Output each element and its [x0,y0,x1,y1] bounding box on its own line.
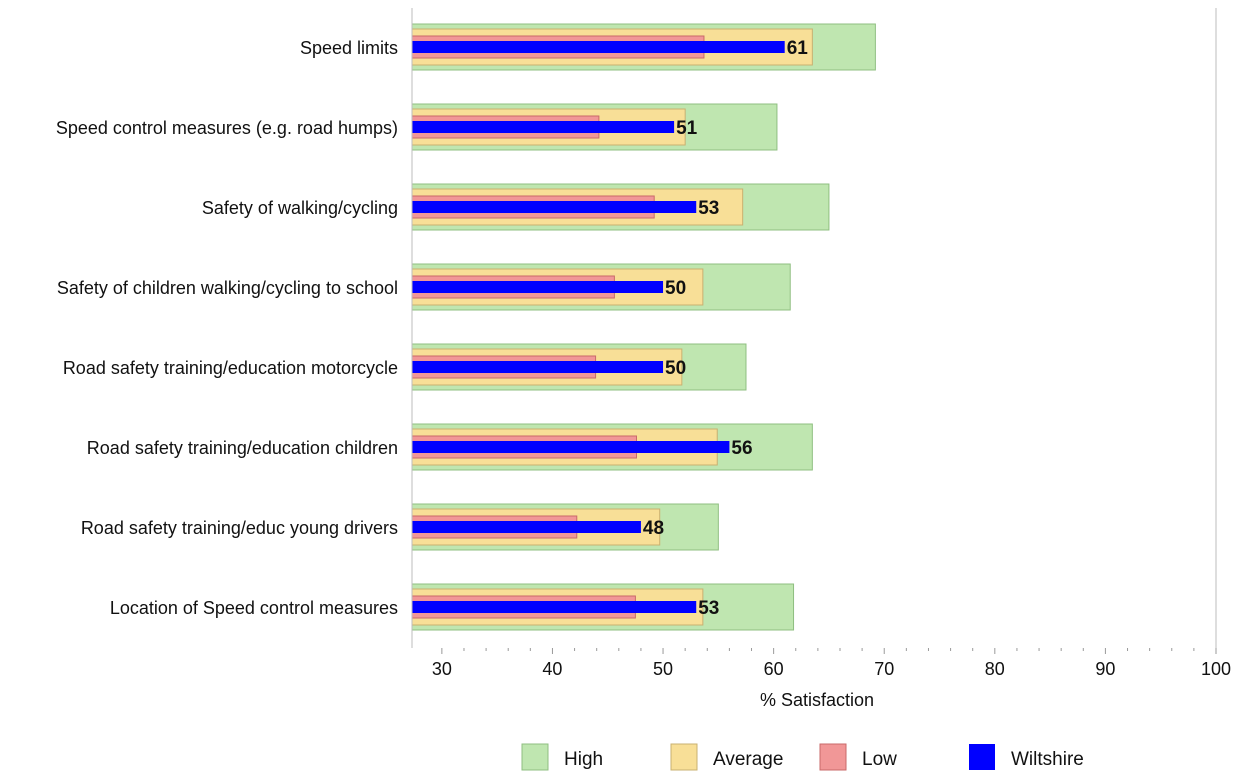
category-row-1: 61 [411,23,876,71]
tick-label-60: 60 [764,659,784,679]
tick-label-30: 30 [432,659,452,679]
data-label-8: 53 [698,598,719,619]
x-axis-ticks: 30 40 50 60 70 80 90 100 [432,648,1231,679]
category-row-8: 53 [411,583,795,631]
data-label-7: 48 [643,518,664,539]
category-label-3: Safety of walking/cycling [202,198,398,218]
tick-label-50: 50 [653,659,673,679]
category-label-1: Speed limits [300,38,398,58]
data-label-3: 53 [698,198,719,219]
tick-label-80: 80 [985,659,1005,679]
data-label-1: 61 [787,38,809,59]
category-row-6: 56 [411,423,813,471]
bar-wiltshire-2 [412,121,675,133]
bar-wiltshire-8 [412,601,697,613]
bar-wiltshire-4 [412,281,664,293]
legend-swatch-high [521,743,549,771]
tick-label-100: 100 [1201,659,1231,679]
bar-wiltshire-6 [412,441,730,453]
legend-label-low: Low [862,749,897,770]
category-label-8: Location of Speed control measures [110,598,398,618]
tick-label-90: 90 [1095,659,1115,679]
legend-label-high: High [564,749,603,770]
legend-swatch-wiltshire [969,744,995,770]
data-label-2: 51 [676,118,698,139]
category-label-7: Road safety training/educ young drivers [81,518,398,538]
bar-wiltshire-1 [412,41,785,53]
legend-label-average: Average [713,749,783,770]
bar-wiltshire-5 [412,361,664,373]
category-row-5: 50 [411,343,747,391]
legend-swatch-low [819,743,847,771]
bars-layer: 61 51 53 50 50 56 48 53 [411,23,876,631]
data-label-6: 56 [731,438,752,459]
tick-label-40: 40 [542,659,562,679]
data-label-5: 50 [665,358,686,379]
category-row-7: 48 [411,503,719,551]
category-row-2: 51 [411,103,778,151]
legend-swatch-average [670,743,698,771]
category-label-6: Road safety training/education children [87,438,398,458]
x-axis-title: % Satisfaction [760,690,874,710]
category-label-4: Safety of children walking/cycling to sc… [57,278,398,298]
category-label-5: Road safety training/education motorcycl… [63,358,398,378]
bar-wiltshire-3 [412,201,697,213]
tick-label-70: 70 [874,659,894,679]
data-label-4: 50 [665,278,686,299]
category-label-2: Speed control measures (e.g. road humps) [56,118,398,138]
legend: High Average Low Wiltshire [521,743,1084,771]
category-labels: Speed limits Speed control measures (e.g.… [56,38,398,618]
category-row-4: 50 [411,263,791,311]
category-row-3: 53 [411,183,830,231]
legend-label-wiltshire: Wiltshire [1011,749,1084,770]
bar-wiltshire-7 [412,521,641,533]
